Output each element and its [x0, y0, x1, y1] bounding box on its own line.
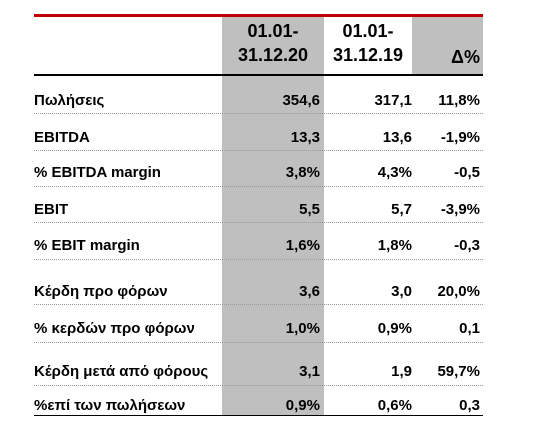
column-header-2020-line1: 01.01- — [247, 21, 299, 41]
cell-delta: 0,3 — [459, 397, 480, 414]
table-row: %επί των πωλήσεων 0,9% 0,6% 0,3 — [34, 393, 483, 419]
cell-2020: 5,5 — [299, 201, 320, 218]
table-row: Κέρδη μετά από φόρους 3,1 1,9 59,7% — [34, 359, 483, 385]
cell-delta: -3,9% — [440, 201, 480, 218]
shaded-column-2020 — [222, 17, 324, 415]
row-label: EBITDA — [34, 129, 90, 146]
column-header-2019-line2: 31.12.19 — [332, 45, 404, 65]
cell-2019: 5,7 — [391, 201, 412, 218]
cell-2019: 3,0 — [391, 283, 412, 300]
table-row: % EBIT margin 1,6% 1,8% -0,3 — [34, 233, 483, 259]
cell-2020: 1,0% — [285, 320, 320, 337]
column-header-delta: Δ% — [451, 47, 480, 67]
shaded-delta-header — [412, 17, 483, 74]
table-row: EBIT 5,5 5,7 -3,9% — [34, 197, 483, 223]
row-label: % EBITDA margin — [34, 164, 161, 181]
column-header-2019: 01.01- 31.12.19 — [324, 19, 412, 67]
cell-2020: 0,9% — [285, 397, 320, 414]
header-top-rule — [34, 14, 483, 17]
cell-2019: 13,6 — [382, 129, 412, 146]
cell-2019: 4,3% — [377, 164, 412, 181]
cell-2019: 0,9% — [377, 320, 412, 337]
table-row: % EBITDA margin 3,8% 4,3% -0,5 — [34, 160, 483, 186]
row-divider — [34, 150, 483, 151]
row-divider — [34, 222, 483, 223]
cell-delta: 11,8% — [438, 92, 480, 109]
row-label: Κέρδη μετά από φόρους — [34, 363, 209, 380]
cell-2020: 13,3 — [290, 129, 320, 146]
cell-2020: 3,6 — [299, 283, 320, 300]
row-divider — [34, 113, 483, 114]
cell-delta: -0,3 — [454, 237, 480, 254]
cell-delta: 59,7% — [437, 363, 480, 380]
cell-delta: -1,9% — [440, 129, 480, 146]
table-bottom-rule — [34, 415, 483, 416]
cell-delta: 20,0% — [437, 283, 480, 300]
row-label: % κερδών προ φόρων — [34, 320, 195, 337]
row-divider — [34, 259, 483, 260]
row-label: EBIT — [34, 201, 69, 218]
row-label: Πωλήσεις — [34, 92, 105, 109]
table-row: % κερδών προ φόρων 1,0% 0,9% 0,1 — [34, 316, 483, 342]
cell-2019: 1,9 — [391, 363, 412, 380]
row-label: %επί των πωλήσεων — [34, 397, 186, 414]
cell-2019: 1,8% — [377, 237, 412, 254]
table-row: EBITDA 13,3 13,6 -1,9% — [34, 125, 483, 151]
header-bottom-rule — [34, 74, 483, 76]
column-header-2020: 01.01- 31.12.20 — [222, 19, 324, 67]
cell-2019: 317,1 — [374, 92, 412, 109]
row-label: Κέρδη προ φόρων — [34, 283, 168, 300]
column-header-2020-line2: 31.12.20 — [237, 45, 309, 65]
row-label: % EBIT margin — [34, 237, 140, 254]
row-divider — [34, 304, 483, 305]
row-divider — [34, 186, 483, 187]
table-row: Πωλήσεις 354,6 317,1 11,8% — [34, 88, 483, 114]
cell-delta: -0,5 — [454, 164, 480, 181]
cell-2019: 0,6% — [377, 397, 412, 414]
cell-2020: 3,8% — [285, 164, 320, 181]
cell-delta: 0,1 — [459, 320, 480, 337]
cell-2020: 1,6% — [285, 237, 320, 254]
table-row: Κέρδη προ φόρων 3,6 3,0 20,0% — [34, 279, 483, 305]
cell-2020: 354,6 — [282, 92, 320, 109]
row-divider — [34, 385, 483, 386]
cell-2020: 3,1 — [299, 363, 320, 380]
column-header-2019-line1: 01.01- — [342, 21, 394, 41]
row-divider — [34, 342, 483, 343]
